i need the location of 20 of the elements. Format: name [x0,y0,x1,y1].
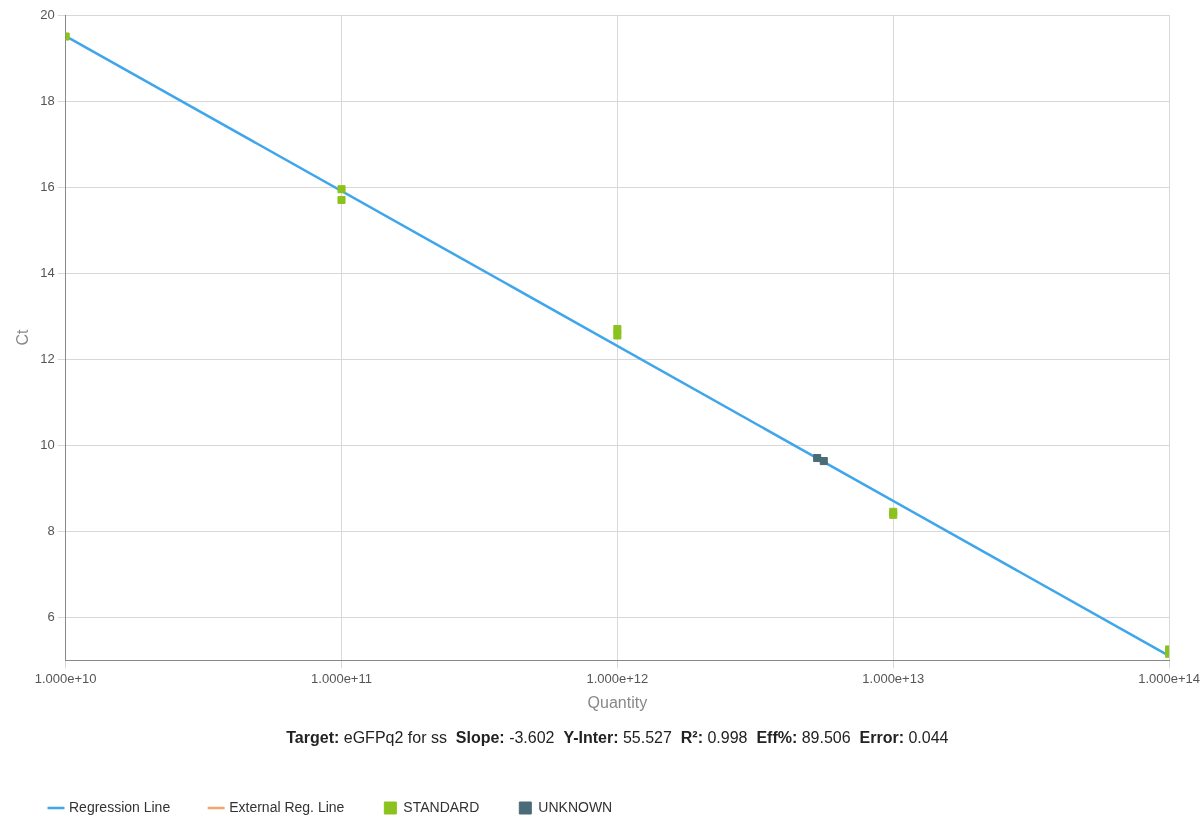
x-tick-label: 1.000e+11 [311,670,372,686]
y-tick-label: 14 [40,264,55,280]
legend-label: External Reg. Line [229,798,345,815]
legend-label: UNKNOWN [538,798,613,815]
y-tick-label: 12 [40,350,55,366]
legend-label: Regression Line [69,798,171,815]
text: Target: eGFPq2 for ss Slope: -3.602 Y-Inter: 55.527 R²: 0.998 Eff%: 89.506 Error: 0.044 [286,729,949,747]
legend-label: STANDARD [403,798,480,815]
x-tick-label: 1.000e+10 [34,670,97,686]
y-tick-label: 16 [40,178,55,194]
y-tick-label: 20 [40,6,55,22]
y-axis-title: Ct [14,329,32,346]
x-tick-label: 1.000e+13 [862,670,925,686]
y-tick-label: 18 [40,92,55,108]
x-axis-title: Quantity [587,693,648,711]
y-tick-label: 8 [47,522,55,538]
x-tick-label: 1.000e+12 [586,670,649,686]
y-tick-label: 10 [40,436,55,452]
y-tick-label: 6 [47,608,55,624]
x-tick-label: 1.000e+14 [1138,670,1201,686]
